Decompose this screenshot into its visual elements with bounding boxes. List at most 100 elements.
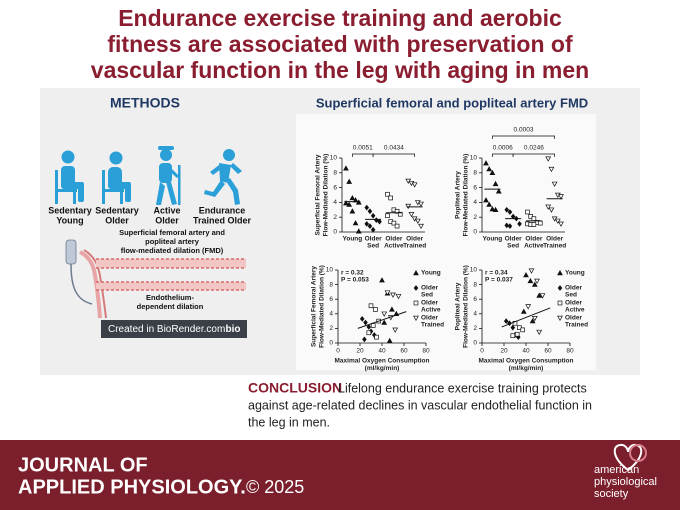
marker (408, 212, 415, 218)
y-tick-label: 8 (473, 281, 477, 288)
x-tick-label: 80 (422, 348, 430, 355)
statistic: P = 0.053 (341, 277, 369, 284)
marker (486, 201, 493, 207)
journal-name: JOURNAL OF (18, 454, 148, 476)
icon-endurance-trained (204, 149, 242, 205)
y-tick-label: 10 (330, 155, 338, 162)
statistic: r = 0.32 (341, 270, 364, 277)
marker (504, 222, 510, 229)
mechanism-label: Endothelium- (146, 293, 194, 302)
marker (349, 208, 356, 214)
conclusion-text: against age-related declines in vascular… (248, 398, 592, 412)
marker (531, 315, 538, 322)
society-name: american (594, 464, 639, 476)
logo-heart (613, 443, 643, 472)
marker (504, 206, 510, 213)
marker (414, 218, 421, 224)
marker (548, 166, 555, 173)
marker (346, 201, 353, 207)
y-axis-label: Superficial Femoral Artery (311, 266, 318, 347)
y-tick-label: 2 (329, 325, 333, 332)
group-label: Trained (421, 322, 444, 329)
marker (386, 337, 393, 343)
measure-label: Superficial femoral artery and (119, 228, 225, 237)
y-tick-label: 8 (329, 281, 333, 288)
group-label: Active (384, 243, 404, 250)
marker (367, 208, 373, 215)
conclusion-text: the leg in men. (248, 415, 330, 429)
group-label: Young (565, 270, 585, 277)
marker (536, 292, 543, 298)
group-label: Older (365, 236, 382, 243)
marker (507, 223, 513, 229)
marker (492, 206, 499, 212)
marker (523, 272, 529, 278)
marker (405, 203, 412, 210)
y-axis-label: Superficial Femoral Artery (315, 154, 322, 235)
group-label: Sed (507, 243, 519, 250)
marker (385, 191, 390, 197)
marker (367, 223, 373, 229)
statistic: P = 0.037 (485, 277, 513, 284)
y-tick-label: 4 (329, 311, 333, 318)
group-label: Sedentary (48, 205, 92, 215)
title-line: fitness are associated with preservation… (107, 31, 573, 57)
y-tick-label: 8 (473, 170, 477, 177)
marker (525, 209, 530, 215)
marker (389, 306, 395, 312)
icon-sedentary-older (102, 151, 131, 204)
marker (503, 318, 509, 324)
marker (531, 222, 537, 227)
marker (558, 194, 564, 200)
marker (418, 201, 424, 207)
marker (385, 213, 390, 219)
y-axis-label: Flow-Mediated Dilation (%) (463, 265, 470, 348)
group-label: Young (483, 236, 503, 243)
marker (366, 330, 372, 336)
y-tick-label: 4 (333, 199, 337, 206)
y-axis-label: Flow-Mediated Dilation (%) (463, 154, 470, 237)
y-tick-label: 6 (333, 184, 337, 191)
group-label: Older (505, 236, 522, 243)
marker (363, 319, 368, 326)
measure-label: flow-mediated dilation (FMD) (121, 246, 224, 255)
credit-bar (101, 320, 247, 338)
x-tick-label: 0 (336, 348, 340, 355)
group-label: Trained Older (193, 215, 252, 225)
p-value: 0.0246 (524, 145, 544, 152)
group-label: Active (565, 307, 585, 314)
y-tick-label: 0 (333, 229, 337, 236)
marker (370, 212, 376, 219)
results-title: Superficial femoral and popliteal artery… (316, 95, 588, 110)
y-axis-label: Flow-Mediated Dilation (%) (323, 154, 330, 237)
legend-marker (557, 300, 563, 306)
marker (368, 303, 374, 309)
measure-label: popliteal artery (145, 237, 200, 246)
marker (411, 182, 418, 188)
y-tick-label: 0 (473, 340, 477, 347)
marker (529, 318, 536, 324)
group-label: Sed (367, 243, 379, 250)
x-tick-label: 40 (522, 348, 530, 355)
logo-ring (629, 444, 647, 462)
marker (489, 206, 496, 212)
group-label: Older (105, 215, 129, 225)
fit-line (501, 307, 551, 328)
x-tick-label: 40 (378, 348, 386, 355)
marker (531, 281, 538, 287)
marker (370, 226, 376, 233)
marker (495, 188, 502, 194)
marker (537, 220, 543, 226)
marker (394, 223, 400, 229)
x-tick-label: 20 (500, 348, 508, 355)
y-tick-label: 2 (473, 325, 477, 332)
group-label: Older (565, 285, 582, 292)
group-label: Young (421, 270, 441, 277)
marker (539, 293, 546, 299)
marker (381, 311, 388, 317)
significance-bracket (512, 153, 555, 157)
y-tick-label: 4 (473, 199, 477, 206)
marker (379, 277, 385, 283)
marker (558, 221, 564, 227)
